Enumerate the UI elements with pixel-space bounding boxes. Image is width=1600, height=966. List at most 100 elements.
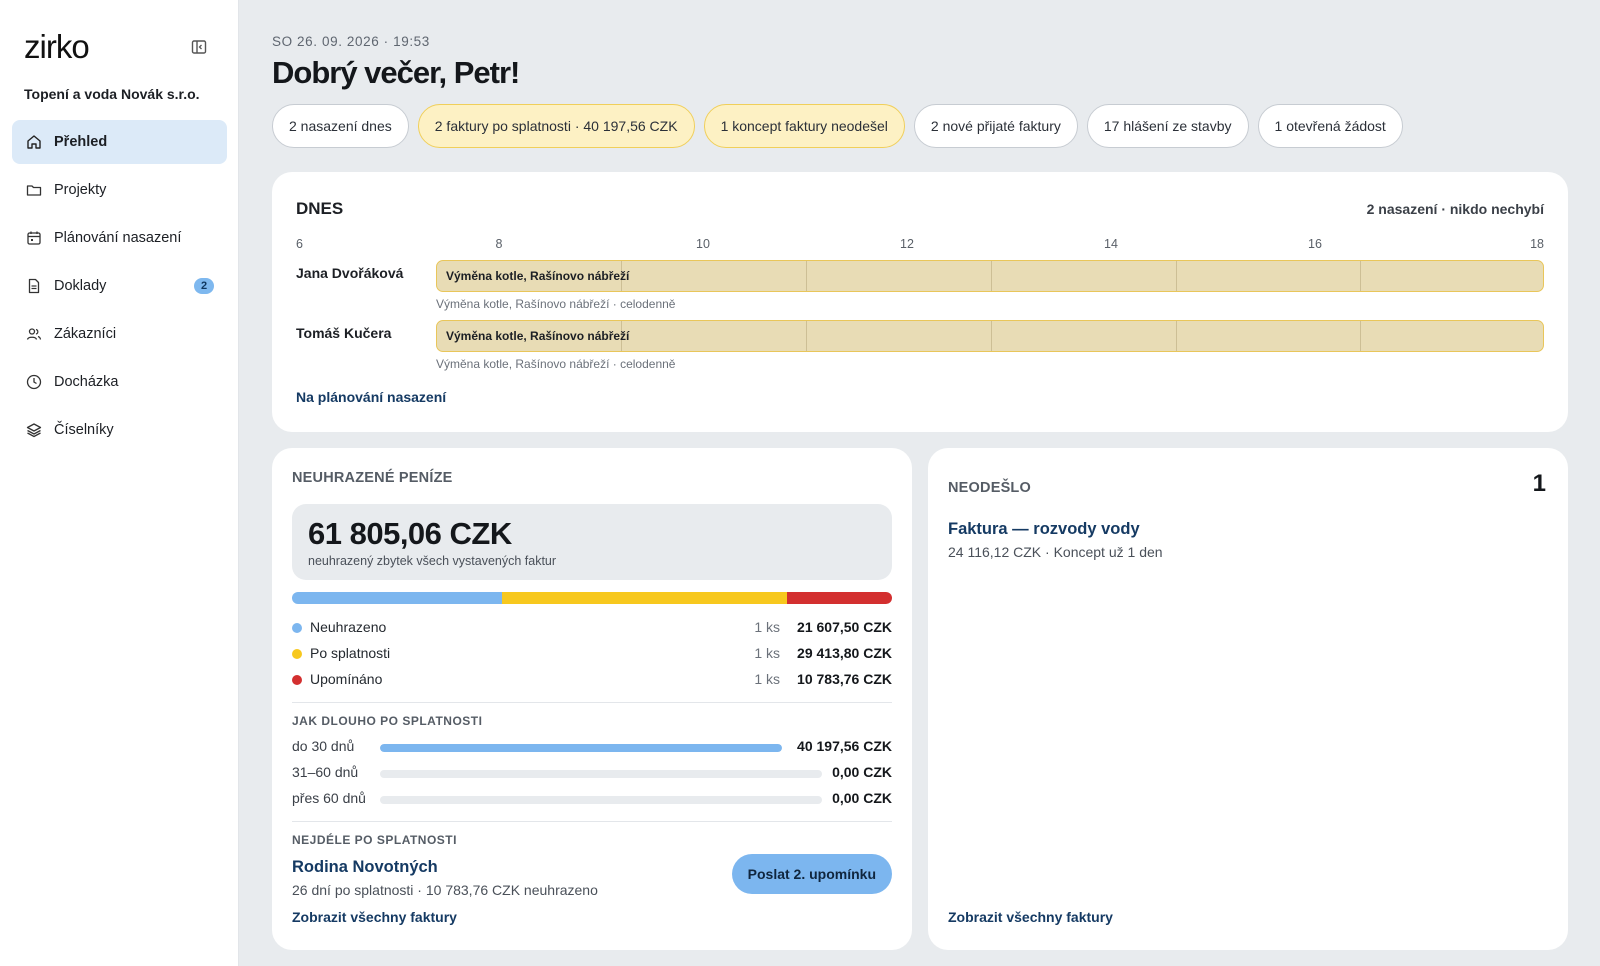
worker-name: Jana Dvořáková xyxy=(296,265,404,281)
unsent-invoice-sub: 24 116,12 CZK · Koncept už 1 den xyxy=(948,544,1163,560)
sidebar-item-doklady[interactable]: Doklady 2 xyxy=(12,264,227,308)
legend-row-unpaid: Neuhrazeno 1 ks 21 607,50 CZK xyxy=(292,618,892,638)
chip-deployments-today[interactable]: 2 nasazení dnes xyxy=(272,104,409,148)
calendar-icon xyxy=(25,229,43,247)
hour-label: 14 xyxy=(1104,237,1118,251)
sidebar-item-label: Zákazníci xyxy=(54,326,117,342)
stacked-bar-segment xyxy=(501,592,788,604)
today-title: DNES xyxy=(296,199,344,218)
oldest-customer-sub: 26 dní po splatnosti · 10 783,76 CZK neu… xyxy=(292,882,598,898)
unpaid-stacked-bar xyxy=(292,592,892,604)
unsent-card: NEODEŠLO 1 Faktura — rozvody vody 24 116… xyxy=(928,448,1568,950)
aging-amount: 40 197,56 CZK xyxy=(797,738,892,754)
legend-label: Neuhrazeno xyxy=(310,619,387,635)
deployment-sub: Výměna kotle, Rašínovo nábřeží · celoden… xyxy=(436,297,676,311)
company-name: Topení a voda Novák s.r.o. xyxy=(24,86,200,102)
unpaid-total-caption: neuhrazený zbytek všech vystavených fakt… xyxy=(308,554,557,568)
sidebar: zirko Topení a voda Novák s.r.o. Přehled… xyxy=(0,0,239,966)
unsent-invoice-title[interactable]: Faktura — rozvody vody xyxy=(948,520,1140,538)
legend-dot xyxy=(292,649,302,659)
aging-amount: 0,00 CZK xyxy=(832,764,892,780)
legend-dot xyxy=(292,675,302,685)
users-icon xyxy=(25,325,43,343)
hour-label: 18 xyxy=(1530,237,1544,251)
legend-count: 1 ks xyxy=(754,645,780,661)
unpaid-total: 61 805,06 CZK xyxy=(308,516,512,551)
unsent-title: NEODEŠLO xyxy=(948,480,1031,496)
unsent-count: 1 xyxy=(1532,470,1546,497)
sidebar-item-label: Doklady xyxy=(54,278,107,294)
sidebar-item-planovani[interactable]: Plánování nasazení xyxy=(12,216,227,260)
sidebar-item-label: Projekty xyxy=(54,182,107,198)
planning-link[interactable]: Na plánování nasazení xyxy=(296,389,447,405)
hour-label: 8 xyxy=(495,237,503,251)
layers-icon xyxy=(25,421,43,439)
legend-dot xyxy=(292,623,302,633)
clock-icon xyxy=(25,373,43,391)
deployment-bar[interactable]: Výměna kotle, Rašínovo nábřeží xyxy=(436,320,1544,352)
document-icon xyxy=(25,277,43,295)
aging-title: JAK DLOUHO PO SPLATNOSTI xyxy=(292,714,483,728)
worker-name: Tomáš Kučera xyxy=(296,325,392,341)
current-datetime: SO 26. 09. 2026 · 19:53 xyxy=(272,34,430,49)
sidebar-item-zakaznici[interactable]: Zákazníci xyxy=(12,312,227,356)
chip-overdue-invoices[interactable]: 2 faktury po splatnosti · 40 197,56 CZK xyxy=(417,104,695,148)
aging-row: přes 60 dnů 0,00 CZK xyxy=(292,789,892,809)
aging-track xyxy=(380,770,822,778)
legend-amount: 10 783,76 CZK xyxy=(797,671,892,687)
status-chips: 2 nasazení dnes 2 faktury po splatnosti … xyxy=(272,104,1403,148)
hour-label: 10 xyxy=(696,237,710,251)
hour-label: 6 xyxy=(296,237,303,251)
legend-row-overdue: Po splatnosti 1 ks 29 413,80 CZK xyxy=(292,644,892,664)
deployment-bar-label: Výměna kotle, Rašínovo nábřeží xyxy=(446,329,630,343)
legend-label: Po splatnosti xyxy=(310,645,391,661)
aging-track xyxy=(380,744,782,752)
deployment-bar-label: Výměna kotle, Rašínovo nábřeží xyxy=(446,269,630,283)
chip-received-invoices[interactable]: 2 nové přijaté faktury xyxy=(913,104,1078,148)
deployment-bar[interactable]: Výměna kotle, Rašínovo nábřeží xyxy=(436,260,1544,292)
aging-row: 31–60 dnů 0,00 CZK xyxy=(292,763,892,783)
all-invoices-link[interactable]: Zobrazit všechny faktury xyxy=(948,909,1113,925)
sidebar-item-projekty[interactable]: Projekty xyxy=(12,168,227,212)
sidebar-item-label: Přehled xyxy=(54,134,108,150)
deployment-sub: Výměna kotle, Rašínovo nábřeží · celoden… xyxy=(436,357,676,371)
chip-open-requests[interactable]: 1 otevřená žádost xyxy=(1257,104,1403,148)
sidebar-item-prehled[interactable]: Přehled xyxy=(12,120,227,164)
stacked-bar-segment xyxy=(292,592,502,604)
legend-amount: 21 607,50 CZK xyxy=(797,619,892,635)
home-icon xyxy=(25,133,43,151)
sidebar-item-ciselniky[interactable]: Číselníky xyxy=(12,408,227,452)
aging-label: do 30 dnů xyxy=(292,738,355,754)
aging-fill xyxy=(380,744,782,752)
hour-label: 12 xyxy=(900,237,914,251)
sidebar-item-label: Docházka xyxy=(54,374,119,390)
today-summary: 2 nasazení · nikdo nechybí xyxy=(1366,201,1544,217)
chip-unsent-draft[interactable]: 1 koncept faktury neodešel xyxy=(703,104,905,148)
aging-row: do 30 dnů 40 197,56 CZK xyxy=(292,737,892,757)
aging-label: 31–60 dnů xyxy=(292,764,359,780)
legend-label: Upomínáno xyxy=(310,671,383,687)
legend-count: 1 ks xyxy=(754,619,780,635)
legend-row-reminded: Upomínáno 1 ks 10 783,76 CZK xyxy=(292,670,892,690)
send-reminder-button[interactable]: Poslat 2. upomínku xyxy=(731,854,892,894)
sidebar-nav: Přehled Projekty Plánování nasazení Dokl… xyxy=(12,120,227,456)
chip-site-reports[interactable]: 17 hlášení ze stavby xyxy=(1086,104,1249,148)
sidebar-collapse-icon[interactable] xyxy=(190,38,208,56)
folder-icon xyxy=(25,181,43,199)
sidebar-item-label: Číselníky xyxy=(54,422,114,438)
aging-amount: 0,00 CZK xyxy=(832,790,892,806)
unpaid-total-box: 61 805,06 CZK neuhrazený zbytek všech vy… xyxy=(292,504,892,580)
oldest-customer-name[interactable]: Rodina Novotných xyxy=(292,858,438,876)
aging-label: přes 60 dnů xyxy=(292,790,366,806)
oldest-title: NEJDÉLE PO SPLATNOSTI xyxy=(292,833,457,847)
sidebar-item-label: Plánování nasazení xyxy=(54,230,182,246)
hour-label: 16 xyxy=(1308,237,1322,251)
divider xyxy=(292,702,892,703)
legend-count: 1 ks xyxy=(754,671,780,687)
all-invoices-link[interactable]: Zobrazit všechny faktury xyxy=(292,909,457,925)
stacked-bar-segment xyxy=(787,592,892,604)
divider xyxy=(292,821,892,822)
doklady-count-badge: 2 xyxy=(194,278,214,294)
today-card: DNES 2 nasazení · nikdo nechybí 6 8 10 1… xyxy=(272,172,1568,432)
sidebar-item-dochazka[interactable]: Docházka xyxy=(12,360,227,404)
